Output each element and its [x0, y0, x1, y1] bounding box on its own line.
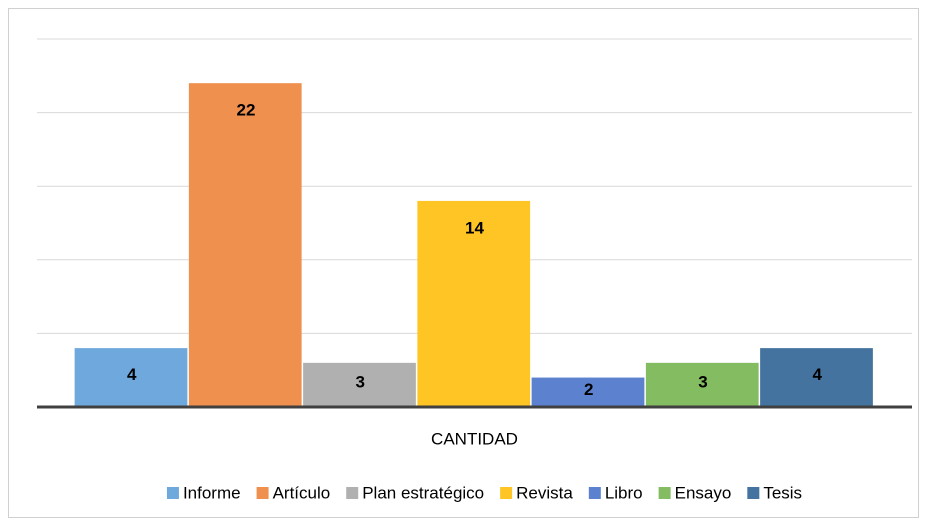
data-label: 2 [584, 380, 593, 399]
legend-swatch [588, 487, 601, 499]
legend-label: Revista [516, 483, 573, 502]
legend-swatch [658, 487, 671, 499]
legend-label: Informe [183, 483, 241, 502]
data-label: 14 [465, 218, 484, 237]
data-label: 3 [698, 372, 707, 391]
legend-label: Ensayo [675, 483, 732, 502]
bar [531, 377, 645, 407]
bar [645, 362, 759, 407]
bar [303, 362, 416, 407]
legend-label: Plan estratégico [362, 483, 484, 502]
data-label: 4 [127, 365, 137, 384]
legend-label: Libro [605, 483, 643, 502]
data-label: 3 [356, 372, 365, 391]
legend-label: Tesis [763, 483, 802, 502]
bar [417, 200, 531, 407]
bar [188, 83, 302, 407]
bar [760, 348, 873, 407]
legend-swatch [346, 487, 359, 499]
x-tick-label: CANTIDAD [431, 429, 518, 448]
legend-swatch [500, 487, 513, 499]
legend-swatch [747, 487, 760, 499]
legend-swatch [166, 487, 179, 499]
data-label: 22 [237, 101, 256, 120]
bar [74, 348, 188, 407]
legend-label: Artículo [273, 483, 331, 502]
legend-swatch [256, 487, 269, 499]
data-label: 4 [813, 365, 823, 384]
